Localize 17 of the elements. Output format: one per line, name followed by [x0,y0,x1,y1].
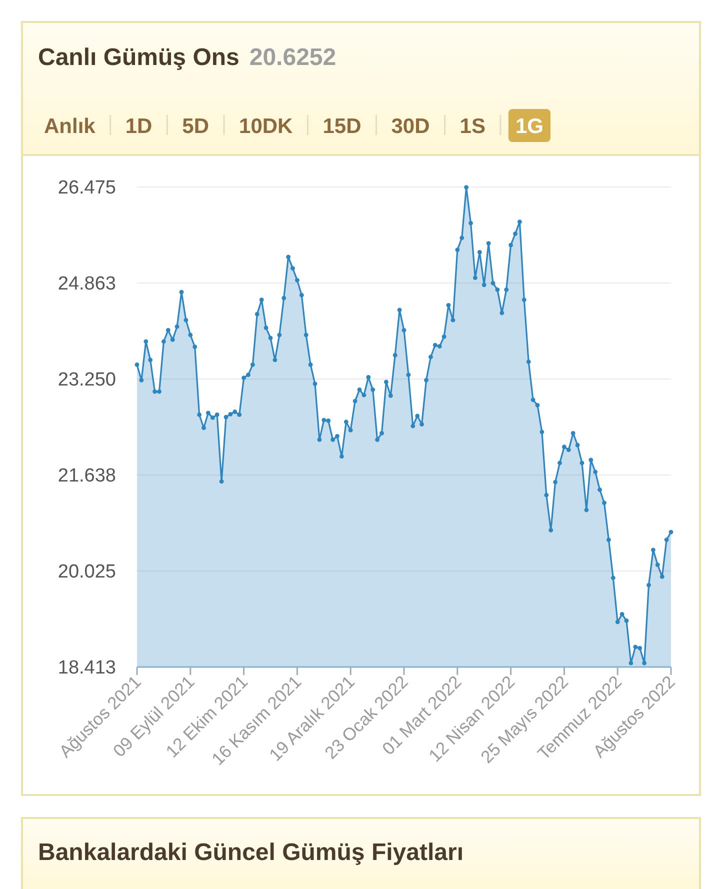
text: 5D [182,115,210,138]
text: Anlık [44,115,96,138]
text: 15D [322,115,362,138]
chart-subtitle: 20.6252 [249,44,336,71]
y-tick-label: 21.638 [58,466,116,487]
y-tick-label: 20.025 [58,562,116,583]
y-tick-label: 18.413 [58,658,116,679]
chart-title: Canlı Gümüş Ons [38,44,240,71]
text: 1D [125,115,152,138]
y-tick-label: 23.250 [58,370,116,391]
text: 10DK [239,115,293,138]
text: 30D [391,115,430,138]
y-tick-label: 26.475 [58,178,116,199]
y-tick-label: 24.863 [58,274,116,295]
text: 1S [460,115,486,138]
text: Bankalardaki Güncel Gümüş Fiyatları [38,839,464,866]
text: 1G [515,115,544,138]
